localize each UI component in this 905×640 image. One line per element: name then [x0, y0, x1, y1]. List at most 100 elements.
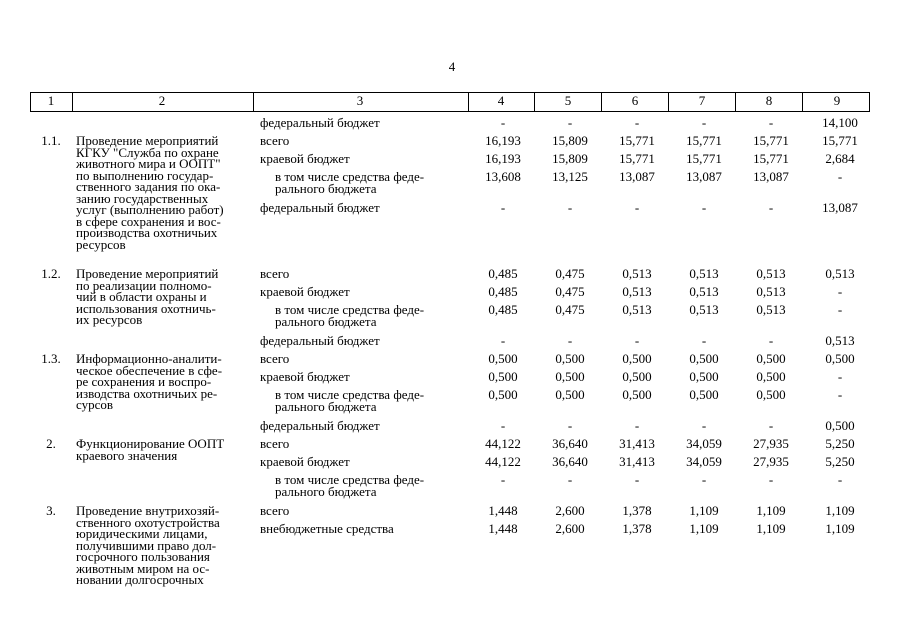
row-label: рального бюджета: [275, 399, 377, 414]
cell-value: 1,109: [756, 521, 786, 536]
row-label: рального бюджета: [275, 181, 377, 196]
cell-value: -: [634, 418, 640, 433]
cell-value: 1,109: [825, 521, 855, 536]
cell-value: 0,513: [689, 266, 719, 281]
cell-value: -: [768, 472, 774, 487]
cell-value: 2,600: [555, 503, 585, 518]
cell-value: -: [500, 418, 506, 433]
cell-value: -: [500, 472, 506, 487]
cell-value: -: [768, 115, 774, 130]
cell-value: 0,513: [825, 333, 855, 348]
cell-value: 0,513: [622, 266, 652, 281]
header-cell: 3: [356, 93, 364, 108]
row-name: ресурсов: [76, 236, 126, 252]
cell-value: 0,513: [689, 284, 719, 299]
cell-value: -: [634, 472, 640, 487]
cell-value: 0,500: [756, 369, 786, 384]
row-name: их ресурсов: [76, 312, 143, 327]
cell-value: 36,640: [552, 436, 588, 451]
row-name: ственного охотустройства: [76, 514, 220, 530]
cell-value: 27,935: [753, 454, 789, 469]
cell-value: 0,500: [488, 351, 518, 366]
cell-value: 0,513: [825, 266, 855, 281]
cell-value: 0,475: [555, 302, 585, 317]
cell-value: -: [567, 472, 573, 487]
cell-value: -: [768, 418, 774, 433]
row-label: всего: [260, 351, 290, 366]
cell-value: -: [701, 115, 707, 130]
cell-value: 0,500: [689, 351, 719, 366]
row-label: краевой бюджет: [260, 454, 350, 469]
row-name: ческое обеспечение в сфе-: [76, 362, 223, 378]
cell-value: -: [500, 200, 506, 215]
cell-value: 1,109: [689, 521, 719, 536]
row-name: юридическими лицами,: [76, 526, 208, 541]
row-name: ственного задания по ока-: [76, 179, 221, 194]
row-name: использования охотничь-: [76, 300, 216, 316]
cell-value: -: [701, 200, 707, 215]
header-cell: 6: [631, 93, 639, 108]
cell-value: 16,193: [485, 151, 521, 166]
cell-value: 1,448: [488, 521, 518, 536]
cell-value: -: [837, 472, 843, 487]
cell-value: -: [567, 333, 573, 348]
cell-value: 0,500: [555, 369, 585, 384]
cell-value: 27,935: [753, 436, 789, 451]
cell-value: 2,684: [825, 151, 855, 166]
cell-value: 15,771: [619, 151, 655, 166]
cell-value: -: [634, 115, 640, 130]
row-label: федеральный бюджет: [260, 115, 380, 130]
cell-value: -: [837, 387, 843, 402]
cell-value: -: [567, 115, 573, 130]
row-name: изводства охотничьих ре-: [76, 385, 218, 401]
cell-value: 0,513: [622, 302, 652, 317]
cell-value: 1,448: [488, 503, 518, 518]
row-name: животного мира и ООПТ": [76, 156, 221, 171]
cell-value: -: [768, 333, 774, 348]
cell-value: 15,771: [619, 133, 655, 148]
cell-value: 0,513: [756, 302, 786, 317]
cell-value: 0,500: [825, 351, 855, 366]
header-cell: 2: [158, 93, 166, 108]
cell-value: 13,087: [686, 169, 722, 184]
row-name: Информационно-аналити-: [76, 351, 222, 366]
cell-value: 1,378: [622, 521, 652, 536]
row-number: 1.1.: [41, 133, 61, 148]
cell-value: 31,413: [619, 454, 655, 469]
row-label: в том числе средства феде-: [275, 472, 425, 487]
cell-value: -: [701, 418, 707, 433]
row-number: 3.: [46, 503, 56, 518]
row-name: Проведение мероприятий: [76, 266, 219, 281]
cell-value: 44,122: [485, 454, 521, 469]
cell-value: 15,771: [686, 151, 722, 166]
cell-value: 15,771: [686, 133, 722, 148]
row-name: Функционирование ООПТ: [76, 436, 225, 451]
cell-value: 0,513: [756, 266, 786, 281]
row-name: Проведение внутрихозяй-: [76, 503, 220, 518]
row-name: сурсов: [76, 397, 114, 412]
row-label: в том числе средства феде-: [275, 387, 425, 402]
cell-value: 0,485: [488, 284, 518, 299]
header-cell: 9: [833, 93, 841, 108]
row-name: новании долгосрочных: [76, 572, 204, 587]
row-label: федеральный бюджет: [260, 200, 380, 215]
row-name: госрочного пользования: [76, 549, 210, 564]
row-label: в том числе средства феде-: [275, 169, 425, 184]
cell-value: 5,250: [825, 454, 855, 469]
row-name: чий в области охраны и: [76, 289, 207, 304]
row-name: производства охотничьих: [76, 225, 218, 240]
cell-value: -: [567, 200, 573, 215]
row-number: 1.3.: [41, 351, 61, 366]
cell-value: -: [837, 169, 843, 184]
cell-value: -: [837, 284, 843, 299]
row-name: животным миром на ос-: [76, 560, 210, 576]
row-label: всего: [260, 503, 290, 518]
cell-value: 34,059: [686, 454, 722, 469]
cell-value: 15,809: [552, 133, 588, 148]
cell-value: 0,513: [689, 302, 719, 317]
cell-value: 0,485: [488, 266, 518, 281]
row-label: рального бюджета: [275, 484, 377, 499]
row-label: рального бюджета: [275, 314, 377, 329]
row-label: краевой бюджет: [260, 369, 350, 384]
row-name: получившими право дол-: [76, 537, 217, 553]
